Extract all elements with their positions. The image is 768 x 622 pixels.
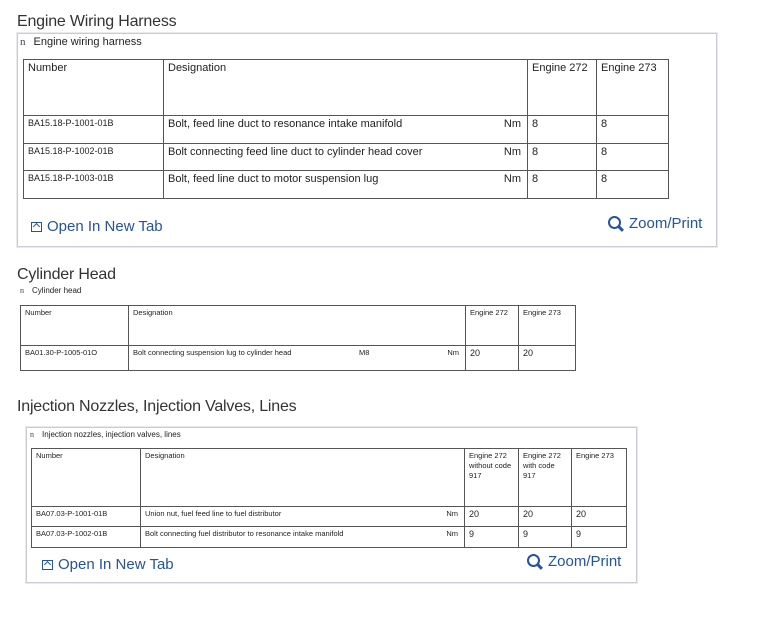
value: 9	[518, 526, 572, 548]
subtitle-text: Engine wiring harness	[33, 36, 142, 48]
value: 8	[527, 143, 597, 171]
torque-table: Number Designation Engine 272 without code…	[31, 448, 627, 548]
unit: Nm	[447, 348, 459, 357]
value: 20	[518, 506, 572, 527]
section-title: Engine Wiring Harness	[17, 13, 177, 30]
unit: Nm	[503, 173, 521, 185]
bullet: n	[20, 286, 24, 295]
part-number: BA15.18-P-1001-01B	[23, 115, 164, 144]
part-number: BA07.03-P-1002-01B	[31, 526, 141, 548]
part-number: BA15.18-P-1002-01B	[23, 143, 164, 171]
document-subtitle: n Injection nozzles, injection valves, li…	[30, 430, 181, 439]
table-row: BA15.18-P-1002-01B Bolt connecting feed l…	[23, 143, 669, 171]
unit: Nm	[503, 146, 521, 158]
designation: Bolt connecting fuel distributor to reso…	[145, 529, 344, 538]
zoom-print-link[interactable]: Zoom/Print	[608, 215, 702, 232]
header-number: Number	[23, 59, 164, 116]
designation-cell: Bolt, feed line duct to motor suspension…	[163, 170, 528, 199]
table-row: BA15.18-P-1003-01B Bolt, feed line duct t…	[23, 170, 669, 199]
value: 8	[527, 170, 597, 199]
header-designation: Designation	[128, 305, 466, 346]
designation-cell: Bolt connecting feed line duct to cylind…	[163, 143, 528, 171]
unit: Nm	[446, 509, 458, 518]
unit: Nm	[446, 529, 458, 538]
table-row: BA15.18-P-1001-01B Bolt, feed line duct t…	[23, 115, 669, 144]
document-subtitle: n Engine wiring harness	[20, 36, 142, 48]
header-engine-272: Engine 272	[527, 59, 597, 116]
section-title: Injection Nozzles, Injection Valves, Lin…	[17, 398, 297, 415]
value: 20	[465, 345, 519, 371]
link-label: Zoom/Print	[629, 215, 703, 232]
value: 9	[464, 526, 519, 548]
designation-cell: Bolt connecting suspension lug to cylind…	[128, 345, 466, 371]
thread-size: M8	[359, 348, 370, 357]
header-engine-272-with-917: Engine 272 with code 917	[518, 448, 572, 507]
table-row: BA07.03-P-1002-01B Bolt connecting fuel d…	[31, 526, 627, 548]
part-number: BA15.18-P-1003-01B	[23, 170, 164, 199]
value: 9	[571, 526, 627, 548]
part-number: BA01.30-P-1005-01O	[20, 345, 129, 371]
header-number: Number	[31, 448, 141, 507]
document-subtitle: n Cylinder head	[20, 286, 81, 295]
link-label: Zoom/Print	[548, 553, 622, 570]
header-engine-272-without-917: Engine 272 without code 917	[464, 448, 519, 507]
header-engine-273: Engine 273	[571, 448, 627, 507]
bullet: n	[20, 36, 26, 48]
part-number: BA07.03-P-1001-01B	[31, 506, 141, 527]
zoom-print-link[interactable]: Zoom/Print	[527, 553, 621, 570]
value: 20	[571, 506, 627, 527]
value: 8	[596, 143, 669, 171]
open-in-new-tab-link[interactable]: Open In New Tab	[42, 556, 174, 573]
subtitle-text: Injection nozzles, injection valves, lin…	[42, 430, 181, 439]
value: 8	[596, 115, 669, 144]
designation: Bolt, feed line duct to motor suspension…	[168, 173, 379, 185]
designation: Bolt, feed line duct to resonance intake…	[168, 118, 403, 130]
table-row: BA01.30-P-1005-01O Bolt connecting suspen…	[20, 345, 576, 371]
zoom-magnifier-icon	[608, 215, 624, 232]
designation: Bolt connecting suspension lug to cylind…	[133, 348, 292, 357]
bullet: n	[30, 430, 34, 439]
header-engine-273: Engine 273	[518, 305, 576, 346]
zoom-magnifier-icon	[527, 553, 543, 570]
open-in-new-tab-link[interactable]: Open In New Tab	[31, 218, 163, 235]
value: 20	[518, 345, 576, 371]
header-designation: Designation	[163, 59, 528, 116]
open-new-tab-icon	[31, 221, 42, 232]
designation-cell: Union nut, fuel feed line to fuel distri…	[140, 506, 465, 527]
header-designation: Designation	[140, 448, 465, 507]
header-engine-273: Engine 273	[596, 59, 669, 116]
link-label: Open In New Tab	[47, 218, 163, 235]
value: 20	[464, 506, 519, 527]
header-engine-272: Engine 272	[465, 305, 519, 346]
unit: Nm	[503, 118, 521, 130]
designation-cell: Bolt connecting fuel distributor to reso…	[140, 526, 465, 548]
subtitle-text: Cylinder head	[32, 286, 82, 295]
link-label: Open In New Tab	[58, 556, 174, 573]
table-row: BA07.03-P-1001-01B Union nut, fuel feed l…	[31, 506, 627, 527]
section-title: Cylinder Head	[17, 266, 116, 283]
header-number: Number	[20, 305, 129, 346]
value: 8	[527, 115, 597, 144]
designation: Union nut, fuel feed line to fuel distri…	[145, 509, 282, 518]
torque-table: Number Designation Engine 272 Engine 273 BA…	[20, 305, 576, 371]
value: 8	[596, 170, 669, 199]
open-new-tab-icon	[42, 559, 53, 570]
designation-cell: Bolt, feed line duct to resonance intake…	[163, 115, 528, 144]
torque-table: Number Designation Engine 272 Engine 273 BA…	[23, 59, 669, 199]
designation: Bolt connecting feed line duct to cylind…	[168, 146, 423, 158]
